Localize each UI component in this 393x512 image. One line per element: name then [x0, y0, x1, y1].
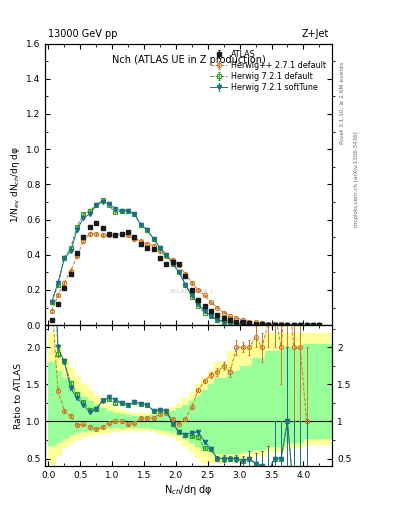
- Text: 13000 GeV pp: 13000 GeV pp: [48, 29, 118, 39]
- Text: mcplots.cern.ch [arXiv:1306.3436]: mcplots.cern.ch [arXiv:1306.3436]: [354, 132, 359, 227]
- Text: Nch (ATLAS UE in Z production): Nch (ATLAS UE in Z production): [112, 55, 266, 65]
- X-axis label: N$_{ch}$/dη dφ: N$_{ch}$/dη dφ: [164, 482, 213, 497]
- Text: Rivet 3.1.10, ≥ 2.6M events: Rivet 3.1.10, ≥ 2.6M events: [340, 61, 345, 143]
- Y-axis label: Ratio to ATLAS: Ratio to ATLAS: [14, 362, 23, 429]
- Text: ATLAS_2019_I...: ATLAS_2019_I...: [170, 288, 219, 294]
- Legend: ATLAS, Herwig++ 2.7.1 default, Herwig 7.2.1 default, Herwig 7.2.1 softTune: ATLAS, Herwig++ 2.7.1 default, Herwig 7.…: [207, 48, 328, 94]
- Text: Z+Jet: Z+Jet: [302, 29, 329, 39]
- Y-axis label: 1/N$_{ev}$ dN$_{ch}$/dη dφ: 1/N$_{ev}$ dN$_{ch}$/dη dφ: [9, 146, 22, 223]
